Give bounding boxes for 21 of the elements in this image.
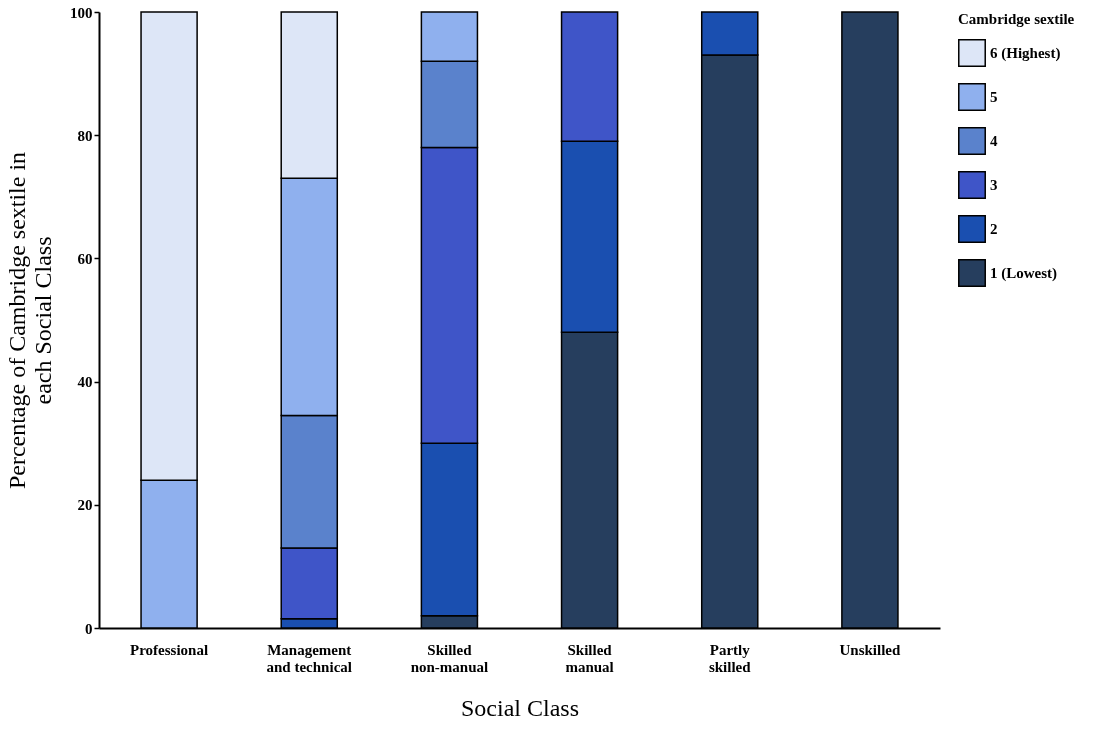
y-tick-label: 0 bbox=[85, 620, 93, 637]
x-tick-label: Unskilled bbox=[839, 641, 901, 658]
y-tick-label: 100 bbox=[70, 4, 93, 21]
y-tick-label: 20 bbox=[77, 497, 93, 514]
x-tick-label: Skilled non-manual bbox=[410, 641, 489, 675]
legend-label: 4 bbox=[990, 133, 998, 149]
x-tick-label: Skilled manual bbox=[565, 641, 614, 675]
x-tick-label: Professional bbox=[130, 641, 209, 658]
legend-title: Cambridge sextile bbox=[958, 11, 1075, 27]
legend-label: 2 bbox=[990, 221, 998, 237]
y-tick-label: 60 bbox=[77, 250, 93, 267]
legend-label: 5 bbox=[990, 89, 998, 105]
legend-label: 1 (Lowest) bbox=[990, 265, 1058, 282]
y-axis-title: Percentage of Cambridge sextile in each Social Class bbox=[4, 151, 56, 490]
x-tick-label: Management and technical bbox=[266, 641, 352, 675]
x-axis-title: Social Class bbox=[461, 694, 579, 721]
y-tick-label: 80 bbox=[77, 127, 93, 144]
legend-label: 3 bbox=[990, 177, 998, 193]
x-tick-label: Partly skilled bbox=[708, 641, 752, 675]
legend-label: 6 (Highest) bbox=[990, 45, 1061, 62]
y-tick-label: 40 bbox=[77, 374, 93, 391]
